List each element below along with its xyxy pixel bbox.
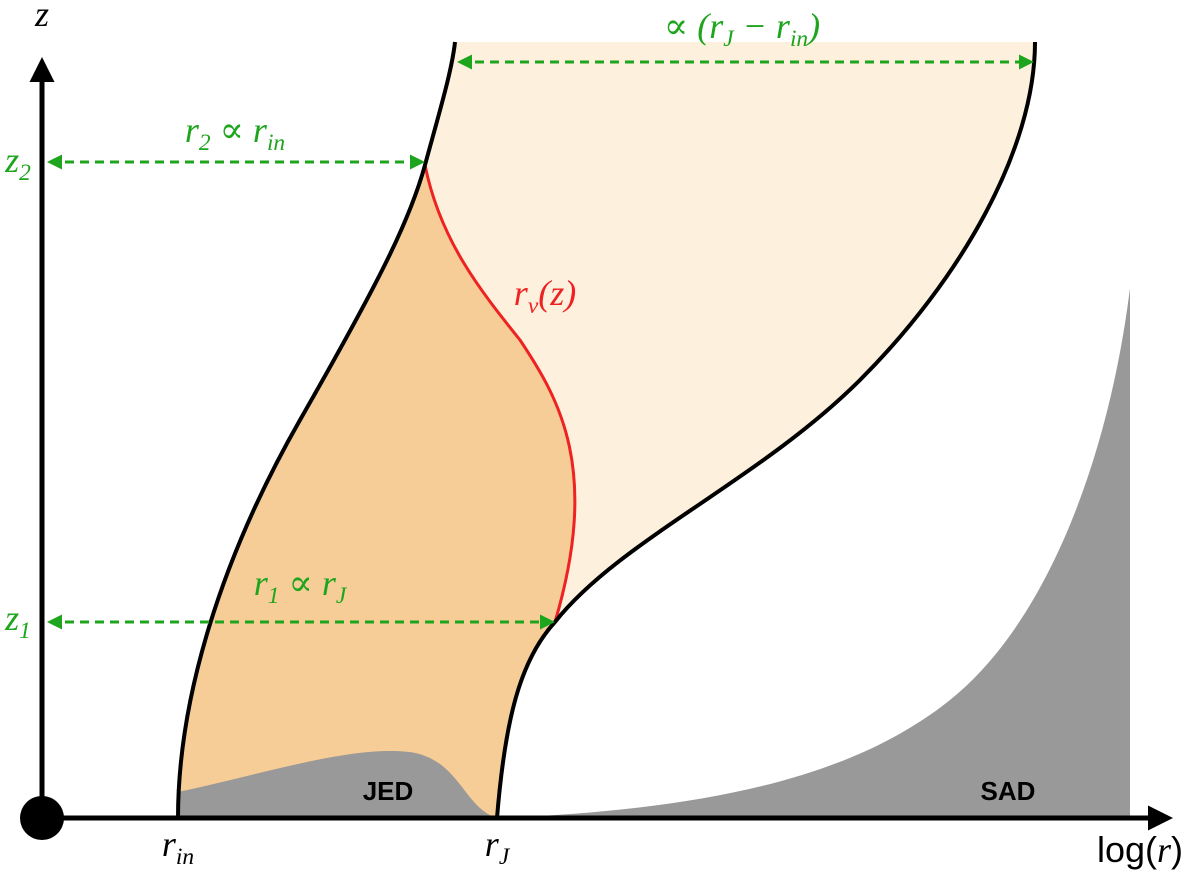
label-part: (z) <box>538 273 576 313</box>
label-part: in <box>176 844 194 870</box>
label-part: J <box>336 583 348 609</box>
inner-jet-region <box>178 165 575 818</box>
y-axis-label: z <box>34 0 49 34</box>
label-part: ) <box>1171 829 1183 870</box>
label-part: ∝ (r <box>664 6 724 46</box>
label-part: 2 <box>19 160 31 186</box>
label-part: 1 <box>268 583 280 609</box>
label-part: r <box>1157 830 1172 870</box>
label-part: r <box>514 273 529 313</box>
left-boundary <box>176 41 457 819</box>
label-part: J <box>723 26 735 52</box>
region-label: JED <box>363 776 414 806</box>
label-part: z <box>4 140 19 180</box>
label-part: ν <box>528 293 539 319</box>
region-label: SAD <box>981 776 1036 806</box>
y-tick-label: z1 <box>4 598 31 644</box>
label-part: r <box>185 110 200 150</box>
label-part: ∝ r <box>211 110 268 150</box>
right-boundary <box>495 41 1037 819</box>
label-part: ) <box>806 6 820 46</box>
origin <box>20 796 64 840</box>
label-part: in <box>790 26 808 52</box>
x-tick-label: rin <box>162 824 194 870</box>
annotation: r1 ∝ rJ <box>254 563 348 609</box>
label-part: r <box>254 563 269 603</box>
label-part: 1 <box>19 618 31 644</box>
x-axis-label: log(r) <box>1097 829 1183 870</box>
label-part: z <box>4 598 19 638</box>
y-tick-label: z2 <box>4 140 31 186</box>
label-part: in <box>267 130 285 156</box>
label-part: 2 <box>199 130 211 156</box>
outer-jet-region <box>425 42 1035 622</box>
annotation: ∝ (rJ − rin) <box>664 6 820 52</box>
label-part: − r <box>734 6 791 46</box>
x-tick-label: rJ <box>485 824 511 870</box>
annotation: r2 ∝ rin <box>185 110 285 156</box>
label-part: r <box>485 824 500 864</box>
curve-label: rν(z) <box>514 273 576 319</box>
label-part: ∝ r <box>279 563 336 603</box>
label-part: J <box>499 844 511 870</box>
label-part: log( <box>1097 829 1157 870</box>
label-part: r <box>162 824 177 864</box>
sad-disk <box>497 288 1130 818</box>
label-part: z <box>34 0 49 34</box>
jed-disk <box>178 750 497 818</box>
